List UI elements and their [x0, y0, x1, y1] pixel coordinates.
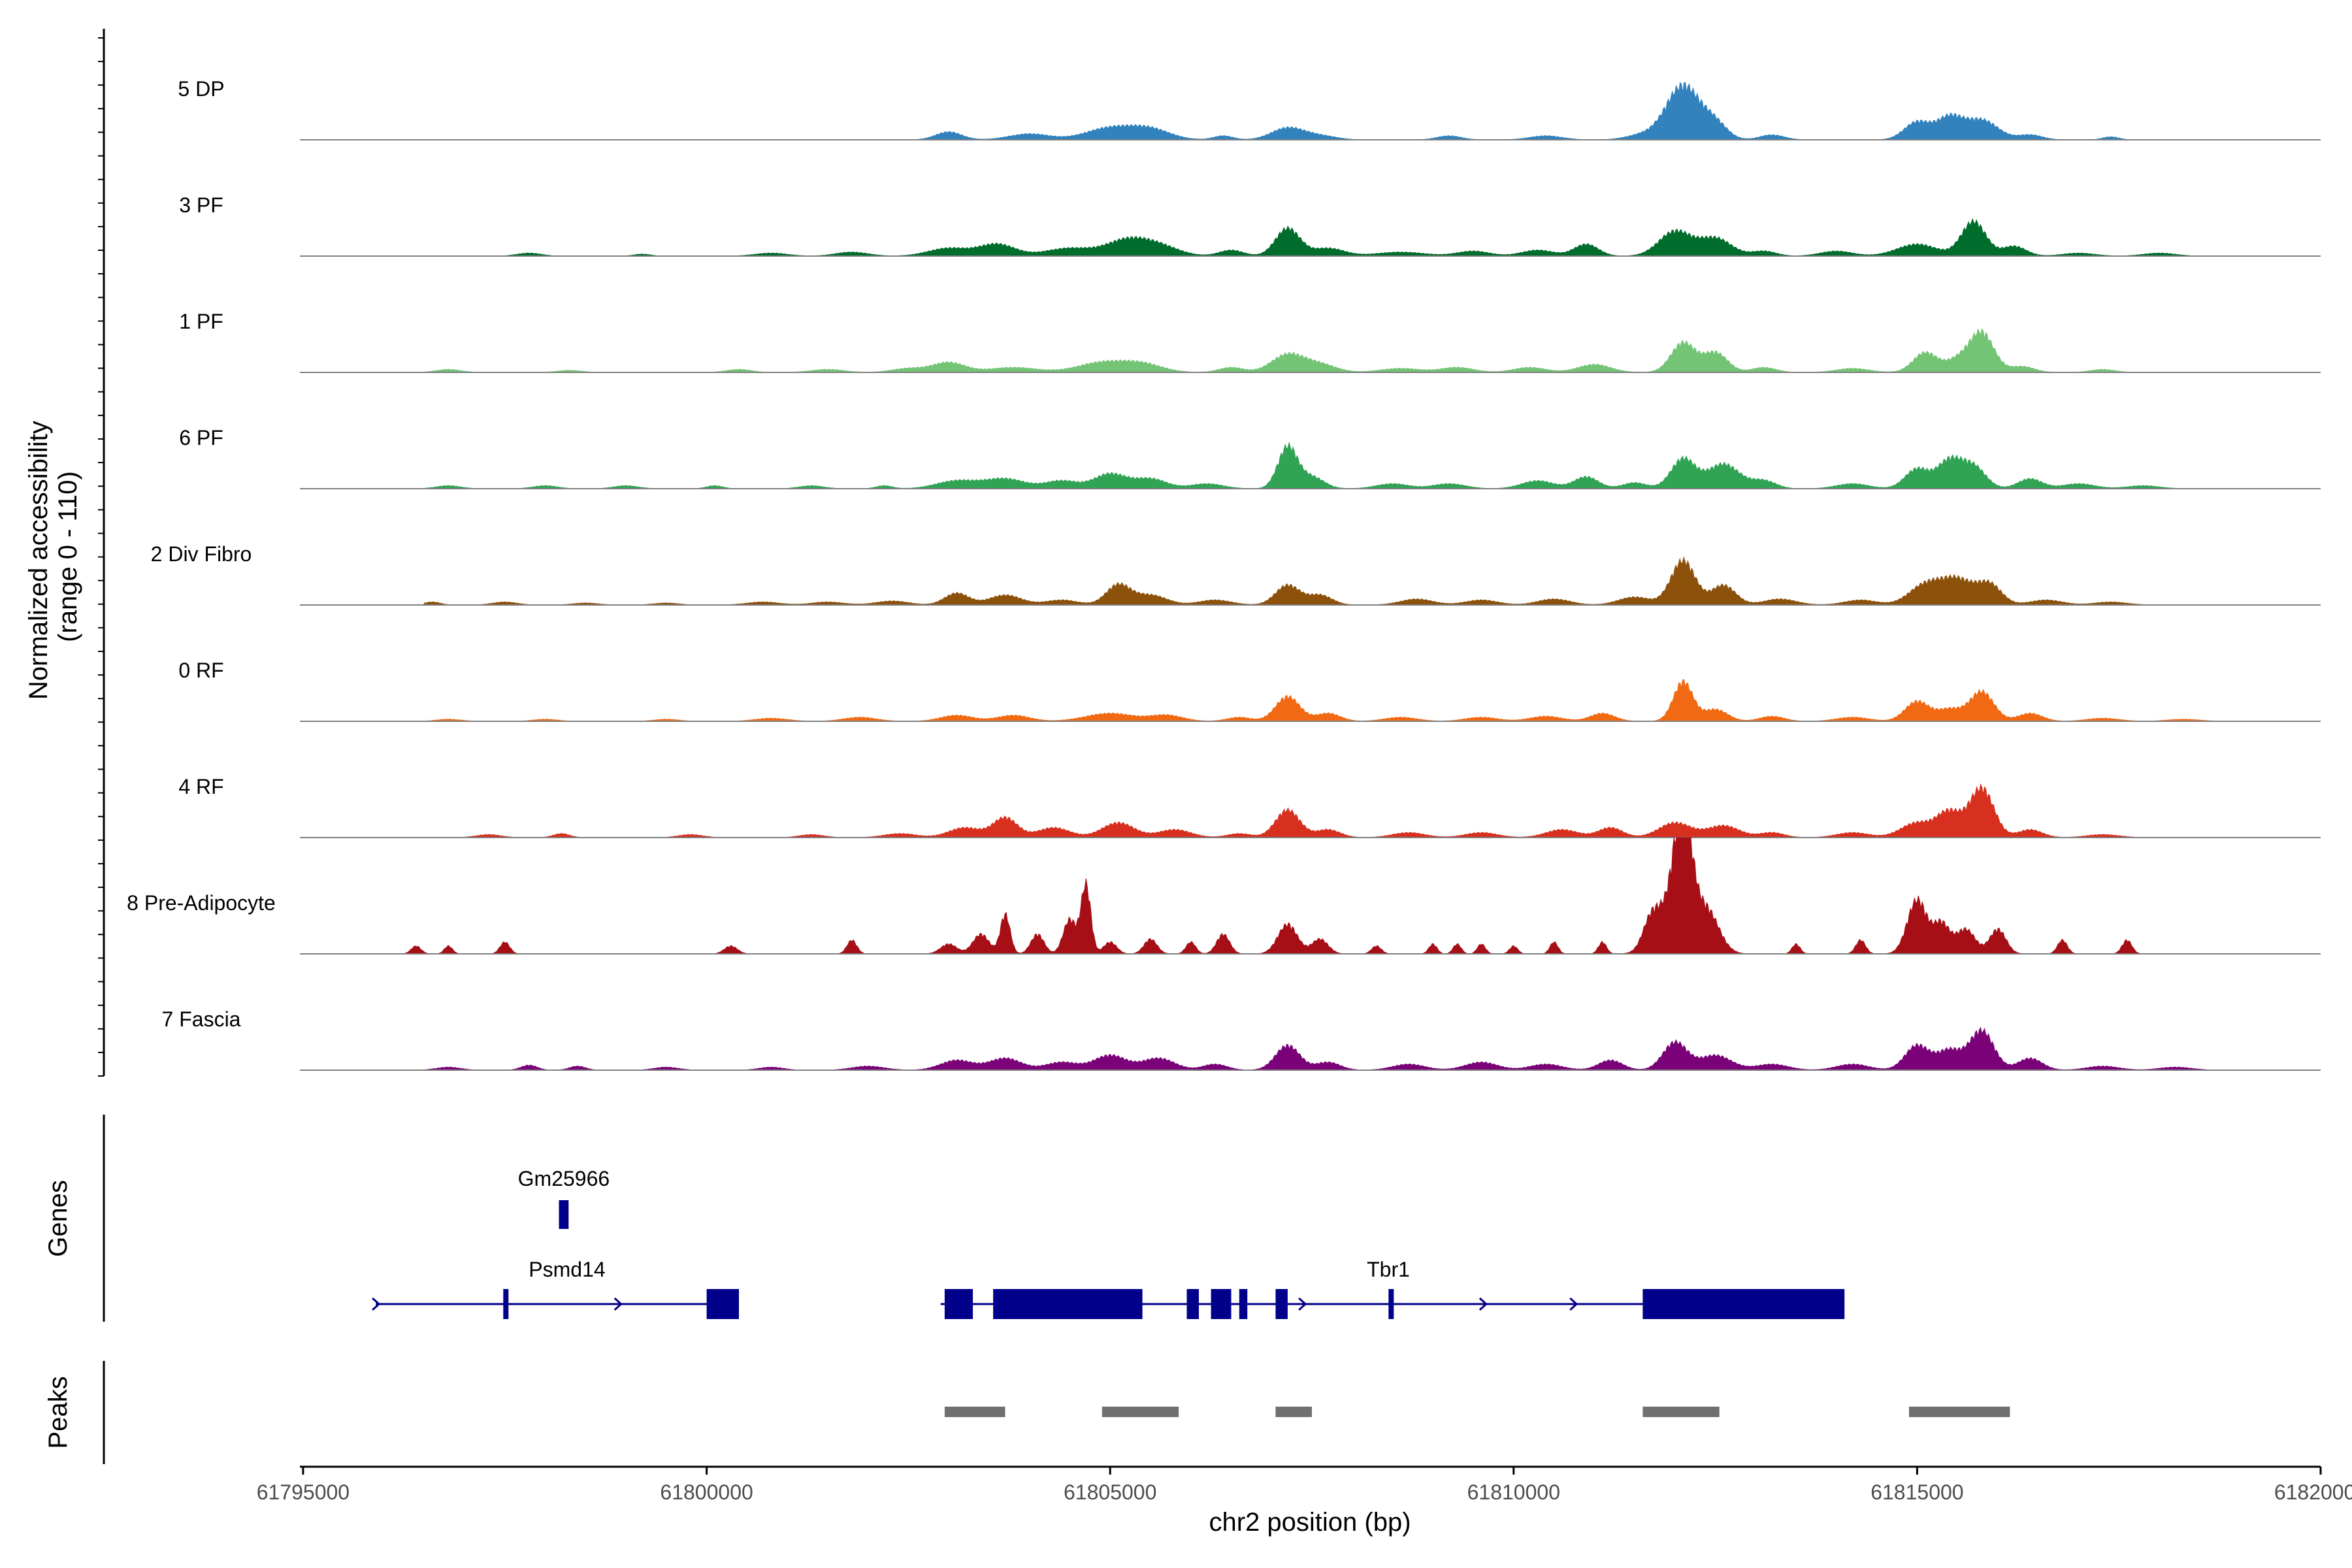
track-label: 7 Fascia	[162, 1007, 241, 1031]
coverage-area	[706, 82, 2159, 140]
track-2-div-fibro: 2 Div Fibro	[151, 542, 2321, 606]
y-axis-label-line-1: Normalized accessibility	[24, 421, 53, 700]
gene-psmd14: Psmd14	[372, 1258, 739, 1319]
track-label: 8 Pre-Adipocyte	[127, 891, 276, 915]
gene-exon	[706, 1289, 739, 1319]
peak-region-bar	[1642, 1407, 1720, 1417]
strand-arrow	[613, 1297, 623, 1311]
x-axis-label: chr2 position (bp)	[1209, 1508, 1411, 1537]
peaks-panel-label: Peaks	[44, 1376, 73, 1448]
gene-exon	[503, 1289, 509, 1319]
strand-arrow	[372, 1297, 381, 1311]
gene-exon	[1388, 1289, 1394, 1319]
gene-exon	[559, 1200, 569, 1229]
peak-region-bar	[944, 1407, 1005, 1417]
peak-region-bar	[1275, 1407, 1312, 1417]
track-1-pf: 1 PF	[179, 310, 2321, 373]
peak-region-bar	[1909, 1407, 2010, 1417]
y-axis-label: Normalized accessibility (range 0 - 110)	[24, 414, 82, 700]
gene-label: Gm25966	[518, 1167, 610, 1190]
track-label: 1 PF	[179, 310, 223, 333]
x-tick-label: 61815000	[1870, 1480, 1963, 1504]
gene-exon	[1642, 1289, 1845, 1319]
gene-exon	[1239, 1289, 1248, 1319]
track-6-pf: 6 PF	[179, 426, 2321, 489]
coverage-area	[423, 441, 2200, 489]
track-label: 2 Div Fibro	[151, 542, 252, 566]
gene-annotations: Gm25966 Psmd14 Tbr1	[372, 1167, 1845, 1319]
gene-exon	[1186, 1289, 1199, 1319]
gene-exon	[993, 1289, 1143, 1319]
track-4-rf: 4 RF	[178, 775, 2321, 838]
strand-arrow	[1569, 1297, 1578, 1311]
track-label: 3 PF	[179, 193, 223, 217]
y-axis	[98, 29, 105, 1077]
x-tick-label: 61810000	[1467, 1480, 1560, 1504]
track-label: 5 DP	[178, 77, 224, 101]
track-7-fascia: 7 Fascia	[162, 1007, 2321, 1071]
track-label: 4 RF	[178, 775, 223, 798]
genes-panel-label: Genes	[44, 1180, 73, 1257]
track-label: 0 RF	[178, 659, 223, 682]
x-tick-label: 61805000	[1064, 1480, 1156, 1504]
peak-regions	[944, 1407, 2010, 1417]
peak-region-bar	[1102, 1407, 1179, 1417]
gene-exon	[1211, 1289, 1232, 1319]
x-tick-label: 61800000	[660, 1480, 753, 1504]
x-axis: 61795000 61800000 61805000 61810000 61815000…	[257, 1467, 2352, 1504]
strand-arrow	[1298, 1297, 1307, 1311]
coverage-area	[384, 783, 2224, 838]
x-tick-label: 61820000	[2274, 1480, 2352, 1504]
gene-label: Tbr1	[1367, 1258, 1410, 1281]
track-3-pf: 3 PF	[179, 193, 2321, 257]
track-label: 6 PF	[179, 426, 223, 449]
y-axis-label-line-2: (range 0 - 110)	[54, 471, 82, 642]
track-0-rf: 0 RF	[178, 659, 2321, 722]
track-8-pre-adipocyte: 8 Pre-Adipocyte	[127, 837, 2321, 955]
gene-exon	[1275, 1289, 1288, 1319]
track-5-dp: 5 DP	[178, 77, 2321, 140]
gene-exon	[944, 1289, 973, 1319]
gene-label: Psmd14	[529, 1258, 605, 1281]
strand-arrow	[1478, 1297, 1488, 1311]
gene-tbr1: Tbr1	[940, 1258, 1845, 1319]
x-tick-label: 61795000	[257, 1480, 350, 1504]
coverage-tracks: 5 DP 3 PF 1 PF 6 PF 2 Div Fibro 0 RF 4 RF 8 Pre…	[127, 77, 2321, 1071]
gene-gm25966: Gm25966	[518, 1167, 610, 1229]
